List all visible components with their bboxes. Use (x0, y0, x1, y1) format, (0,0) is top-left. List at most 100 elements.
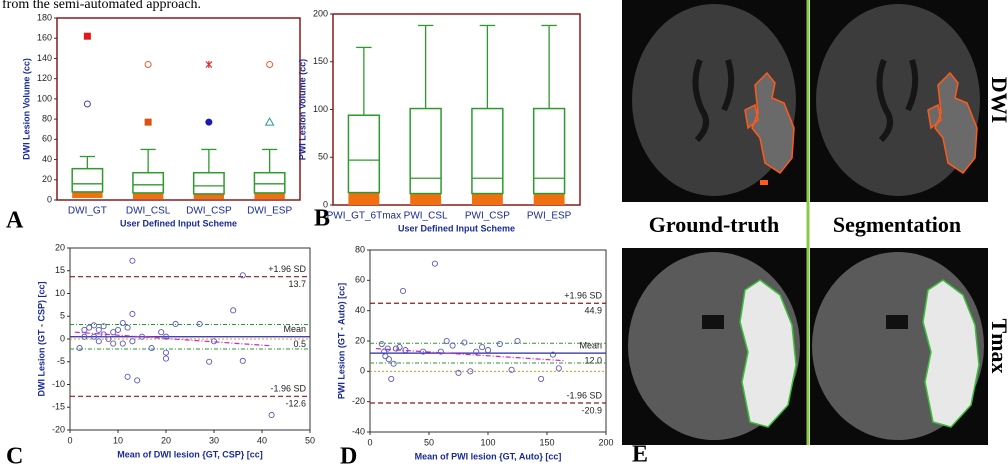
y-tick-label: 0 (360, 366, 365, 376)
point (539, 376, 544, 381)
reference-name: -1.96 SD (566, 390, 602, 400)
x-tick-label: 200 (598, 437, 613, 447)
lower-segment (254, 193, 284, 199)
point (163, 356, 168, 361)
x-tick-label: 0 (367, 437, 372, 447)
column-header: Segmentation (833, 212, 961, 237)
y-tick-label: 60 (42, 134, 52, 144)
y-axis-label: DWI Lesion (GT - CSP) [cc] (36, 281, 46, 396)
point (111, 341, 116, 346)
point (91, 323, 96, 328)
x-tick-label: DWI_CSL (126, 206, 171, 217)
x-tick-label: DWI_CSP (186, 206, 232, 217)
point (462, 340, 467, 345)
x-tick-label: 50 (305, 435, 315, 445)
x-axis-label: Mean of PWI lesion {GT, Auto} [cc] (415, 451, 562, 461)
reference-value: 12.0 (584, 356, 602, 366)
ventricle (886, 315, 908, 329)
point (480, 344, 485, 349)
reference-value: -20.9 (581, 405, 602, 415)
point (135, 378, 140, 383)
point (115, 327, 120, 332)
lower-segment (194, 194, 224, 199)
x-tick-label: PWI_GT_6Tmax (327, 211, 401, 222)
y-tick-label: 20 (355, 335, 365, 345)
y-tick-label: 140 (37, 53, 52, 63)
ventricle (702, 315, 724, 329)
y-tick-label: -20 (352, 396, 365, 406)
y-axis-label: PWI Lesion Volume (cc) (297, 59, 307, 160)
reference-name: Mean (283, 324, 306, 334)
y-tick-label: 100 (37, 93, 52, 103)
lower-segment (472, 194, 503, 205)
x-tick-label: 40 (257, 435, 267, 445)
x-tick-label: 20 (161, 435, 171, 445)
x-tick-label: 50 (424, 437, 434, 447)
x-axis-label: User Defined Input Scheme (120, 218, 237, 228)
point (207, 359, 212, 364)
x-tick-label: DWI_ESP (247, 206, 292, 217)
point (125, 325, 130, 330)
x-tick-label: 150 (539, 437, 554, 447)
point (240, 358, 245, 363)
outlier (84, 101, 90, 107)
point (386, 357, 391, 362)
box (348, 115, 379, 192)
y-tick-label: 20 (55, 242, 65, 252)
box (472, 109, 503, 194)
regression-line (376, 349, 565, 361)
point (130, 339, 135, 344)
box (72, 169, 102, 192)
point (389, 376, 394, 381)
lower-segment (72, 192, 102, 198)
point (77, 346, 82, 351)
y-tick-label: 10 (55, 288, 65, 298)
y-tick-label: 80 (355, 244, 365, 254)
y-tick-label: 15 (55, 265, 65, 275)
x-axis-label: Mean of DWI lesion {GT, CSP} [cc] (117, 449, 263, 459)
panel-letter: C (6, 444, 23, 468)
y-tick-label: -15 (52, 402, 65, 412)
point (149, 346, 154, 351)
outlier (145, 119, 151, 125)
reference-name: +1.96 SD (564, 291, 602, 301)
y-tick-label: 5 (60, 311, 65, 321)
column-header: Ground-truth (649, 212, 779, 237)
panel-letter: D (340, 444, 357, 468)
outlier (84, 33, 90, 39)
y-tick-label: -20 (52, 424, 65, 434)
point (159, 330, 164, 335)
lesion-spot (760, 180, 768, 185)
box (534, 109, 565, 194)
outlier (206, 61, 212, 68)
point (120, 320, 125, 325)
point (497, 341, 502, 346)
plot-frame (333, 14, 580, 205)
lower-segment (348, 193, 379, 205)
panel-letter: A (6, 208, 24, 234)
row-header: Tmax (987, 319, 1008, 374)
y-tick-label: 50 (318, 152, 328, 162)
y-tick-label: 80 (42, 113, 52, 123)
box (194, 173, 224, 194)
y-tick-label: -10 (52, 379, 65, 389)
x-tick-label: PWI_ESP (527, 211, 572, 222)
x-tick-label: DWI_GT (68, 206, 107, 217)
y-tick-label: 150 (313, 56, 328, 66)
box (133, 173, 163, 193)
row-header: DWI (987, 77, 1008, 123)
y-tick-label: -5 (57, 356, 65, 366)
x-tick-label: 30 (209, 435, 219, 445)
x-tick-label: PWI_CSP (465, 211, 510, 222)
lower-segment (410, 194, 441, 205)
y-tick-label: 160 (37, 33, 52, 43)
figure: from the semi-automated approach. Ground… (0, 0, 1008, 468)
y-tick-label: 40 (355, 305, 365, 315)
reference-value: 44.9 (584, 306, 602, 316)
lower-segment (133, 193, 163, 199)
point (96, 327, 101, 332)
panel-letter: B (314, 206, 330, 232)
y-tick-label: 120 (37, 73, 52, 83)
outlier (267, 62, 273, 68)
reference-value: 13.7 (288, 279, 306, 289)
